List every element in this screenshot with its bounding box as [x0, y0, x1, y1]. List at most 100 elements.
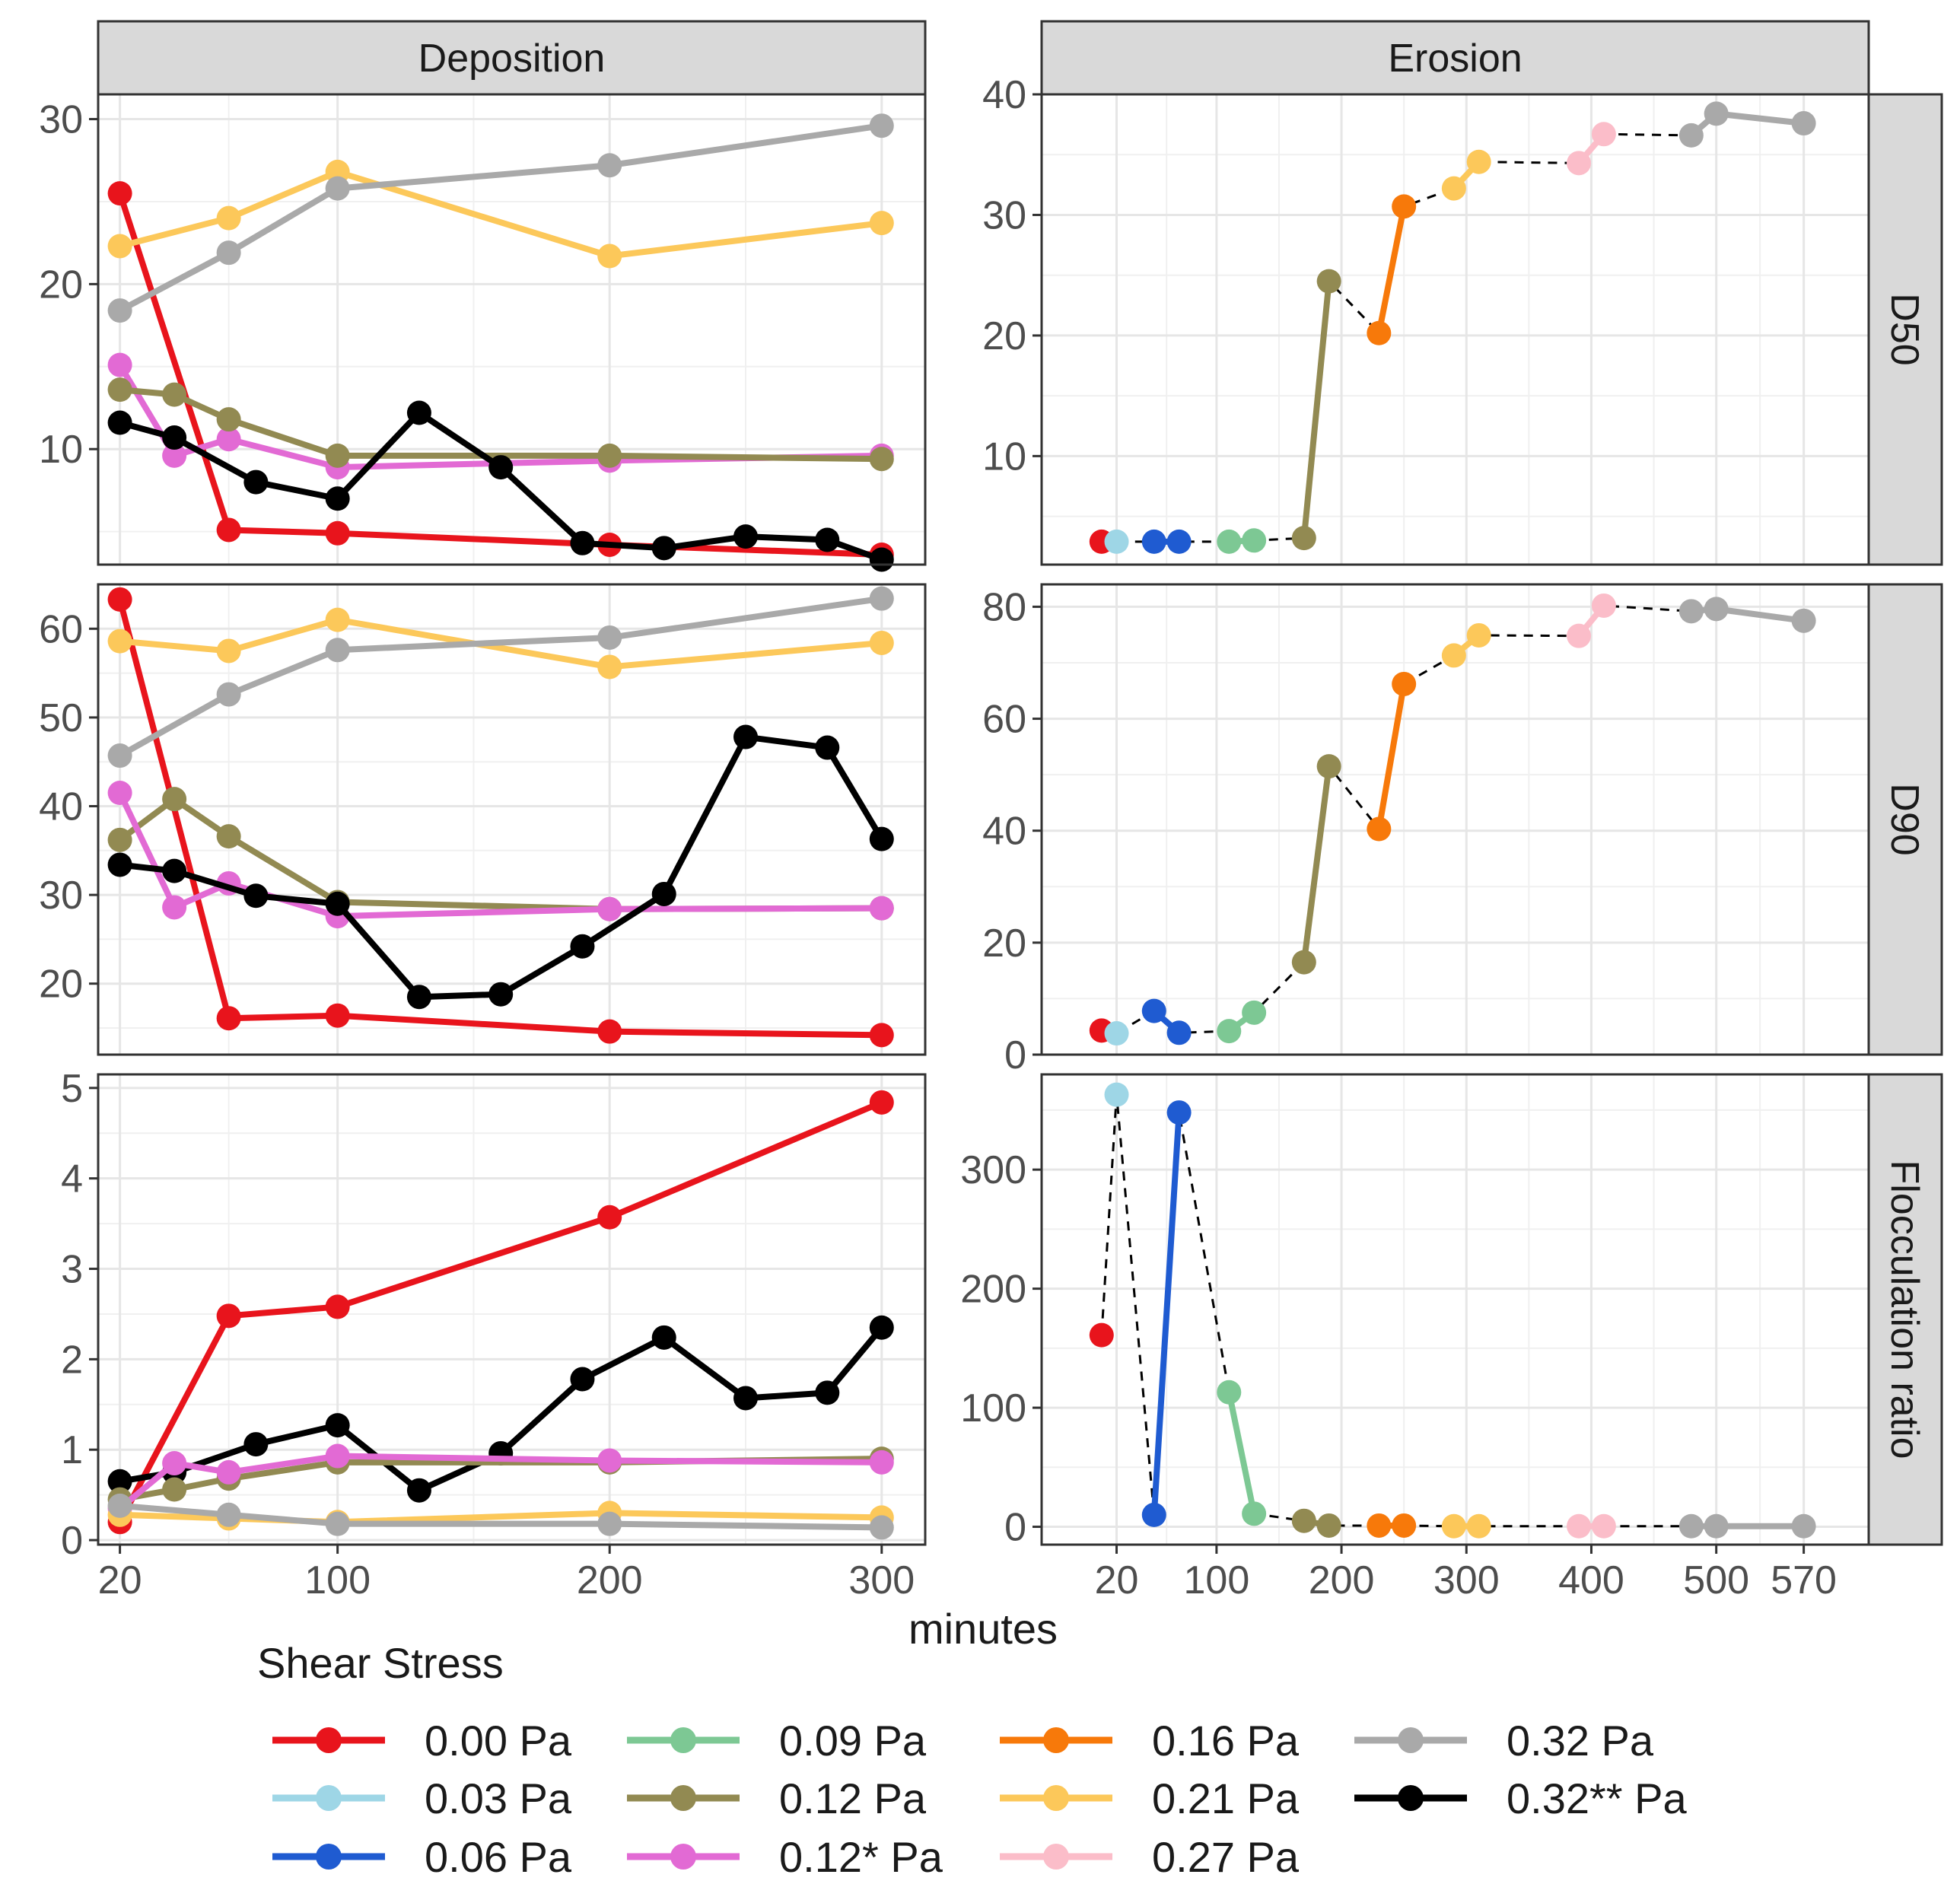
- data-point-0-12-pa: [162, 787, 187, 812]
- data-point-0-12-pa: [1316, 754, 1341, 779]
- data-point-0-32starstar-pa: [570, 530, 595, 555]
- facet-strip-erosion: [1040, 20, 1870, 96]
- data-point-0-32-pa: [107, 298, 132, 323]
- data-point-0-32starstar-pa: [733, 524, 759, 549]
- data-point-0-12-pa: [162, 1477, 187, 1502]
- panel-bg-deposition-d90: [98, 584, 925, 1055]
- data-point-0-32starstar-pa: [107, 410, 132, 435]
- legend-label-0-12star-pa: 0.12* Pa: [779, 1833, 943, 1880]
- data-point-0-12-pa: [1291, 526, 1316, 551]
- data-point-0-32starstar-pa: [325, 1413, 350, 1438]
- data-point-0-00-pa: [1089, 1322, 1114, 1348]
- panel-border-erosion-flocculation-ratio: [1040, 1073, 1870, 1546]
- data-point-0-21-pa: [597, 654, 622, 679]
- y-tick-label: 1: [61, 1428, 83, 1472]
- legend-key-point-0-21-pa: [1043, 1785, 1069, 1811]
- x-tick-label: 400: [1558, 1558, 1624, 1602]
- y-tick-label: 300: [960, 1148, 1026, 1192]
- data-point-0-09-pa: [1217, 1380, 1242, 1405]
- data-point-0-21-pa: [869, 630, 894, 655]
- data-point-0-16-pa: [1367, 320, 1392, 345]
- data-point-0-06-pa: [1141, 529, 1166, 554]
- data-point-0-32-pa: [107, 743, 132, 769]
- y-tick-label: 60: [39, 607, 83, 651]
- data-point-0-32starstar-pa: [815, 1380, 840, 1405]
- data-point-0-00-pa: [869, 1023, 894, 1048]
- legend-key-point-0-03-pa: [316, 1785, 342, 1811]
- y-tick-label: 0: [1004, 1506, 1026, 1550]
- data-point-0-32starstar-pa: [325, 891, 350, 916]
- legend-label-0-03-pa: 0.03 Pa: [425, 1774, 572, 1822]
- data-point-0-32starstar-pa: [651, 881, 676, 906]
- data-point-0-09-pa: [1217, 529, 1242, 554]
- data-point-0-21-pa: [1466, 1513, 1491, 1539]
- data-point-0-21-pa: [1441, 1513, 1466, 1539]
- y-tick-label: 20: [39, 963, 83, 1007]
- data-point-0-12-pa: [162, 382, 187, 407]
- data-point-0-32-pa: [1791, 111, 1816, 136]
- facet-title-deposition: Deposition: [418, 37, 606, 81]
- data-point-0-32starstar-pa: [243, 469, 269, 495]
- data-point-0-32starstar-pa: [651, 1325, 676, 1350]
- data-point-0-21-pa: [1441, 176, 1466, 201]
- data-point-0-09-pa: [1242, 1000, 1267, 1025]
- data-point-0-21-pa: [216, 205, 241, 231]
- data-point-0-03-pa: [1104, 1021, 1129, 1046]
- y-tick-label: 50: [39, 696, 83, 740]
- x-tick-label: 300: [848, 1558, 915, 1602]
- legend-label-0-12-pa: 0.12 Pa: [779, 1774, 927, 1822]
- y-tick-label: 40: [39, 785, 83, 829]
- data-point-0-32starstar-pa: [733, 1386, 759, 1411]
- data-point-0-12star-pa: [162, 443, 187, 468]
- data-point-0-32-pa: [597, 1511, 622, 1536]
- legend-key-point-0-00-pa: [316, 1727, 342, 1753]
- legend-label-0-27-pa: 0.27 Pa: [1152, 1833, 1300, 1880]
- data-point-0-32starstar-pa: [815, 735, 840, 760]
- data-point-0-16-pa: [1367, 816, 1392, 842]
- data-point-0-32-pa: [1678, 599, 1704, 624]
- data-point-0-27-pa: [1591, 122, 1616, 147]
- y-tick-label: 30: [39, 98, 83, 142]
- y-tick-label: 30: [39, 874, 83, 918]
- facet-title-erosion: Erosion: [1388, 37, 1522, 81]
- y-tick-label: 0: [1004, 1033, 1026, 1077]
- data-point-0-12-pa: [107, 827, 132, 852]
- legend-label-0-32starstar-pa: 0.32** Pa: [1507, 1774, 1687, 1822]
- data-point-0-06-pa: [1166, 1100, 1192, 1125]
- data-point-0-32starstar-pa: [869, 826, 894, 851]
- x-tick-label: 200: [577, 1558, 643, 1602]
- facet-strip-deposition: [97, 20, 927, 96]
- y-tick-label: 2: [61, 1338, 83, 1382]
- data-point-0-21-pa: [1466, 622, 1491, 648]
- data-point-0-32-pa: [1704, 101, 1729, 126]
- data-point-0-27-pa: [1567, 151, 1592, 176]
- data-point-0-00-pa: [107, 587, 132, 612]
- x-tick-label: 500: [1683, 1558, 1749, 1602]
- y-tick-label: 3: [61, 1248, 83, 1292]
- data-point-0-32-pa: [1678, 123, 1704, 148]
- data-point-0-00-pa: [216, 1006, 241, 1031]
- data-point-0-12star-pa: [216, 427, 241, 452]
- data-point-0-16-pa: [1392, 1513, 1417, 1538]
- data-point-0-32starstar-pa: [815, 527, 840, 552]
- data-point-0-03-pa: [1104, 1082, 1129, 1107]
- data-point-0-00-pa: [216, 517, 241, 543]
- data-point-0-21-pa: [1441, 643, 1466, 668]
- data-point-0-12star-pa: [107, 781, 132, 806]
- y-tick-label: 5: [61, 1067, 83, 1111]
- legend-label-0-16-pa: 0.16 Pa: [1152, 1717, 1300, 1765]
- data-point-0-32-pa: [216, 240, 241, 266]
- data-point-0-32starstar-pa: [570, 1367, 595, 1392]
- data-point-0-12-pa: [869, 447, 894, 472]
- data-point-0-32-pa: [1791, 1513, 1816, 1539]
- legend-key-point-0-32-pa: [1398, 1727, 1424, 1753]
- legend-key-point-0-16-pa: [1043, 1727, 1069, 1753]
- facet-title-d90: D90: [1882, 783, 1927, 855]
- data-point-0-12star-pa: [216, 1459, 241, 1485]
- y-tick-label: 20: [39, 263, 83, 307]
- data-point-0-12-pa: [1291, 1508, 1316, 1533]
- series-line-0-16-pa: [1376, 683, 1408, 830]
- data-point-0-32starstar-pa: [406, 985, 431, 1010]
